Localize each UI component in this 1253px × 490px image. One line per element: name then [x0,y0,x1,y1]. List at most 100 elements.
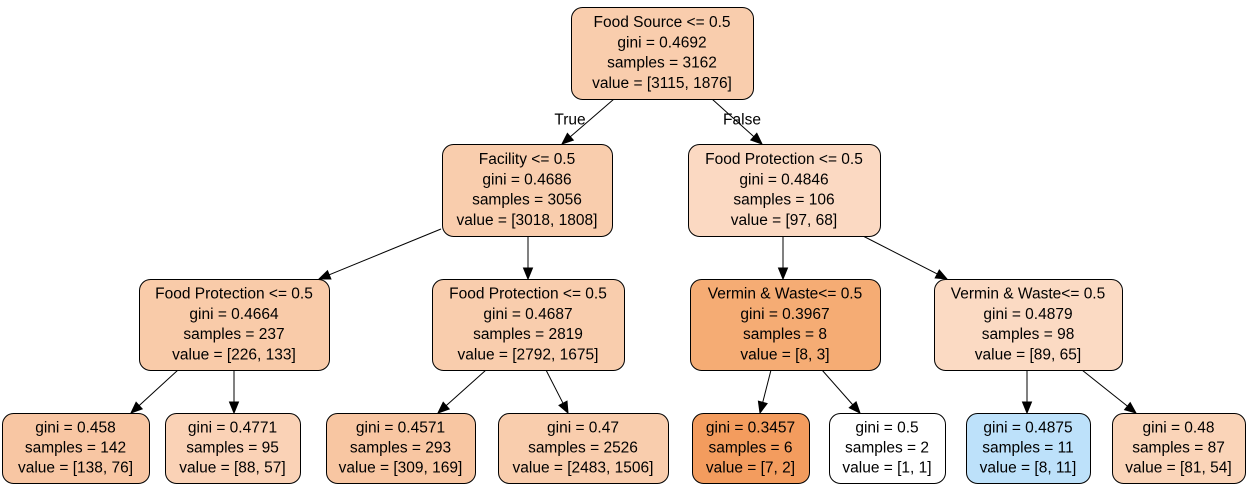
node-box [165,413,301,484]
node-text-line: value = [97, 68] [731,212,837,229]
node-box [692,413,810,484]
node-text-line: gini = 0.4571 [356,419,445,436]
node-text-line: value = [309, 169] [339,460,463,477]
edge-label: False [723,112,761,129]
node-box [829,413,946,484]
node-box [432,279,625,371]
tree-node: gini = 0.4571 samples = 293 value = [309, … [326,413,476,484]
edge-line [821,369,854,406]
node-text-line: value = [3115, 1876] [592,75,732,92]
tree-node: gini = 0.3457 samples = 6 value = [7, 2] [692,413,810,484]
node-text-line: samples = 3056 [472,192,582,209]
node-text-line: gini = 0.4664 [189,306,279,323]
node-box [326,413,476,484]
node-box [498,413,669,484]
tree-node: gini = 0.47 samples = 2526 value = [2483, … [498,413,669,484]
tree-edge [862,235,949,280]
tree-edge: False [711,98,763,145]
node-text-line: samples = 142 [25,440,126,457]
tree-edge [1081,369,1138,414]
node-text-line: Food Protection <= 0.5 [155,286,313,303]
node-text-line: value = [1, 1] [842,460,931,477]
tree-node: Vermin & Waste<= 0.5 gini = 0.4879 samples… [934,279,1123,371]
tree-edge [757,369,772,415]
edge-line [711,98,755,138]
node-text-line: value = [8, 3] [740,346,829,363]
node-text-line: value = [81, 54] [1125,460,1231,477]
arrowhead [934,269,949,280]
tree-edge [437,369,487,414]
nodes-layer: Food Source <= 0.5 gini = 0.4692 samples =… [2,7,1246,484]
node-text-line: Vermin & Waste<= 0.5 [708,286,863,303]
node-text-line: gini = 0.4846 [739,171,828,188]
node-box [2,413,150,484]
edges-layer: True False [130,98,1138,415]
node-box [966,413,1091,484]
node-text-line: value = [138, 76] [18,460,133,477]
node-text-line: gini = 0.3457 [706,419,795,436]
node-box [690,279,881,371]
edge-line [445,369,487,407]
node-text-line: Food Source <= 0.5 [593,14,730,31]
node-box [442,144,613,237]
edge-line [138,369,179,406]
node-box [934,279,1123,371]
tree-edge [777,236,789,281]
edge-label: True [554,112,585,129]
node-text-line: samples = 87 [1132,440,1225,457]
node-text-line: samples = 6 [708,440,792,457]
node-text-line: value = [226, 133] [172,346,296,363]
node-text-line: gini = 0.4687 [483,306,572,323]
node-text-line: samples = 237 [183,326,284,343]
tree-edge [821,369,861,414]
tree-edge [130,369,179,414]
node-text-line: Vermin & Waste<= 0.5 [951,286,1106,303]
node-box [571,7,754,100]
edge-line [862,235,938,275]
tree-edge [522,236,534,281]
node-text-line: gini = 0.48 [1143,419,1215,436]
tree-edge [317,228,442,280]
node-text-line: samples = 2819 [473,326,583,343]
node-text-line: gini = 0.47 [547,419,619,436]
node-text-line: value = [88, 57] [179,460,285,477]
arrowhead [777,267,789,281]
tree-node: gini = 0.4875 samples = 11 value = [8, 11] [966,413,1091,484]
node-text-line: gini = 0.458 [35,419,116,436]
node-text-line: samples = 11 [982,440,1073,457]
arrowhead [749,132,763,145]
node-text-line: samples = 2 [845,440,929,457]
node-text-line: value = [89, 65] [975,346,1081,363]
node-text-line: samples = 8 [743,326,827,343]
tree-node: Food Protection <= 0.5 gini = 0.4664 sampl… [139,279,330,371]
arrowhead [558,400,569,415]
arrowhead [1123,401,1138,414]
tree-edge: True [554,98,615,145]
tree-edge [1021,370,1033,415]
node-text-line: gini = 0.3967 [740,306,829,323]
arrowhead [560,132,575,145]
node-text-line: gini = 0.4692 [617,34,706,51]
node-text-line: Food Protection <= 0.5 [449,286,607,303]
node-box [1112,413,1246,484]
node-text-line: samples = 95 [186,440,279,457]
node-text-line: gini = 0.4879 [983,306,1072,323]
node-text-line: gini = 0.4686 [482,171,571,188]
node-text-line: gini = 0.4771 [188,419,277,436]
node-text-line: value = [2483, 1506] [513,460,654,477]
node-text-line: value = [7, 2] [706,460,795,477]
tree-node: Food Source <= 0.5 gini = 0.4692 samples =… [571,7,754,100]
tree-node: Food Protection <= 0.5 gini = 0.4846 sampl… [688,144,881,237]
node-text-line: samples = 106 [733,192,834,209]
node-text-line: samples = 3162 [607,55,717,72]
arrowhead [1021,401,1033,415]
tree-node: gini = 0.458 samples = 142 value = [138, 7… [2,413,150,484]
node-text-line: samples = 2526 [528,440,638,457]
node-text-line: value = [2792, 1675] [458,346,599,363]
arrowhead [317,269,332,280]
node-text-line: value = [8, 11] [980,460,1077,477]
tree-node: gini = 0.48 samples = 87 value = [81, 54] [1112,413,1246,484]
node-text-line: value = [3018, 1808] [457,212,598,229]
arrowhead [757,400,768,415]
